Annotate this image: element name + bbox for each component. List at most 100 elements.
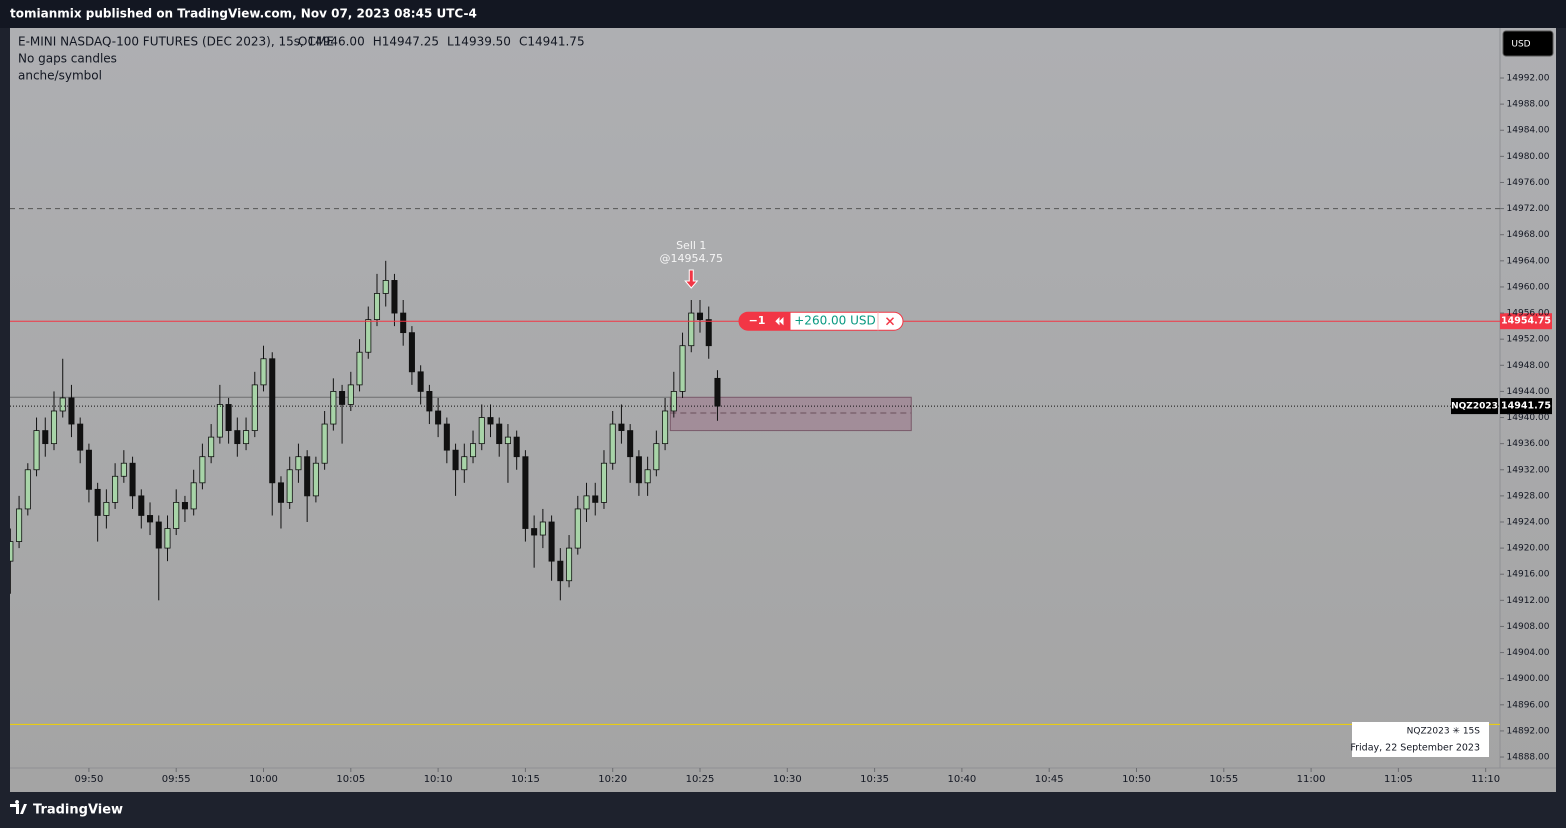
candle-body	[426, 391, 433, 412]
candle-body	[339, 391, 346, 405]
symbol-box	[1451, 398, 1498, 415]
candle-body	[696, 312, 704, 320]
candle-body	[470, 443, 477, 458]
candle-body	[16, 508, 23, 542]
x-tick-label: 10:55	[1209, 774, 1238, 785]
candle-body	[42, 430, 49, 445]
chart-area	[10, 28, 1556, 792]
candle-body	[382, 280, 389, 294]
candle-body	[548, 521, 555, 562]
candle-body	[68, 397, 75, 425]
candle-body	[373, 293, 381, 320]
top-bar	[0, 0, 1566, 28]
logo	[10, 800, 27, 814]
candle-body	[522, 456, 529, 529]
currency-button[interactable]	[1502, 30, 1554, 57]
y-tick-label: 14984.00	[1507, 126, 1550, 136]
y-tick-label: 14928.00	[1507, 491, 1550, 501]
candle-body	[417, 371, 424, 392]
position-price-label: 14954.75	[1501, 316, 1551, 327]
candle-body	[260, 358, 267, 386]
subtitle: anche/symbol	[18, 69, 102, 83]
candle-body	[33, 430, 40, 471]
candle-body	[714, 377, 721, 407]
last-price-label: 14941.75	[1501, 401, 1551, 412]
y-tick-label: 14920.00	[1507, 544, 1550, 554]
x-tick-label: 10:30	[773, 774, 802, 785]
y-tick-label: 14924.00	[1507, 517, 1550, 527]
candle-body	[504, 436, 511, 445]
x-tick-label: 10:05	[336, 774, 365, 785]
y-tick-label: 14888.00	[1507, 753, 1550, 763]
candle-body	[513, 436, 520, 458]
last-price-box	[1500, 398, 1552, 415]
info-date: Friday, 22 September 2023	[1350, 743, 1480, 754]
y-tick-label: 14932.00	[1507, 465, 1550, 475]
candle-body	[120, 462, 127, 477]
position-pnl: +260.00 USD	[794, 314, 876, 328]
overlay: −1 +260.00 USD 14954.75 NQZ2023 14941.75 Sell…	[660, 239, 1552, 757]
y-tick-label: 14968.00	[1507, 230, 1550, 240]
y-tick-label: 14896.00	[1507, 700, 1550, 710]
y-tick-label: 14992.00	[1507, 74, 1550, 84]
y-tick-label: 14904.00	[1507, 648, 1550, 658]
x-tick-label: 10:35	[860, 774, 889, 785]
candle-body	[295, 456, 302, 471]
legend-value: L14939.50	[447, 35, 511, 49]
candle-body	[138, 495, 145, 516]
candle-body	[688, 312, 695, 347]
x-tick-label: 10:40	[947, 774, 976, 785]
currency-label[interactable]: USD	[1511, 40, 1530, 50]
candle-body	[243, 430, 250, 445]
y-tick-label: 14948.00	[1507, 361, 1550, 371]
candle-body	[304, 456, 311, 497]
candle-body	[10, 541, 14, 562]
candle-body	[609, 423, 616, 464]
candle-body	[531, 528, 538, 536]
candle-body	[705, 319, 712, 347]
candle-body	[312, 462, 319, 497]
x-tick-label: 09:55	[162, 774, 191, 785]
y-tick-label: 14908.00	[1507, 622, 1550, 632]
y-tick-label: 14916.00	[1507, 570, 1550, 580]
y-tick-label: 14976.00	[1507, 178, 1550, 188]
info-symbol: NQZ2023 ✳ 15S	[1407, 727, 1481, 737]
candle-body	[112, 475, 119, 503]
position-price-box	[1500, 313, 1552, 330]
y-tick-label: 14964.00	[1507, 256, 1550, 266]
candle-body	[592, 495, 599, 503]
candle-body	[478, 417, 485, 445]
y-tick-label: 14972.00	[1507, 204, 1550, 214]
y-tick-label: 14892.00	[1507, 726, 1550, 736]
candle-body	[24, 469, 31, 510]
candle-body	[50, 410, 58, 445]
x-tick-label: 10:00	[249, 774, 278, 785]
legend-values: O14946.00 H14947.25 L14939.50 C14941.75	[298, 35, 585, 49]
y-tick-label: 14940.00	[1507, 413, 1550, 423]
legend-value: C14941.75	[519, 35, 585, 49]
x-tick-label: 10:45	[1035, 774, 1064, 785]
candle-body	[216, 404, 223, 438]
candle-body	[77, 423, 84, 451]
candle-body	[181, 501, 188, 510]
y-tick-label: 14980.00	[1507, 152, 1550, 162]
x-tick-label: 10:25	[686, 774, 715, 785]
candle-body	[234, 430, 241, 445]
y-tick-label: 14944.00	[1507, 387, 1550, 397]
x-tick-label: 10:10	[424, 774, 453, 785]
candle-body	[408, 332, 415, 373]
legend-value: H14947.25	[373, 35, 439, 49]
candle-body	[199, 456, 206, 484]
candle-body	[400, 312, 407, 334]
x-tick-label: 10:15	[511, 774, 540, 785]
candle-body	[147, 515, 154, 523]
publisher: tomianmix published on TradingView.com, …	[10, 7, 477, 21]
candle-body	[330, 391, 337, 425]
candle-body	[269, 358, 276, 484]
candle-body	[496, 423, 503, 445]
candle-body	[365, 319, 372, 353]
x-tick-label: 11:00	[1297, 774, 1326, 785]
sell-price: @14954.75	[660, 252, 724, 265]
